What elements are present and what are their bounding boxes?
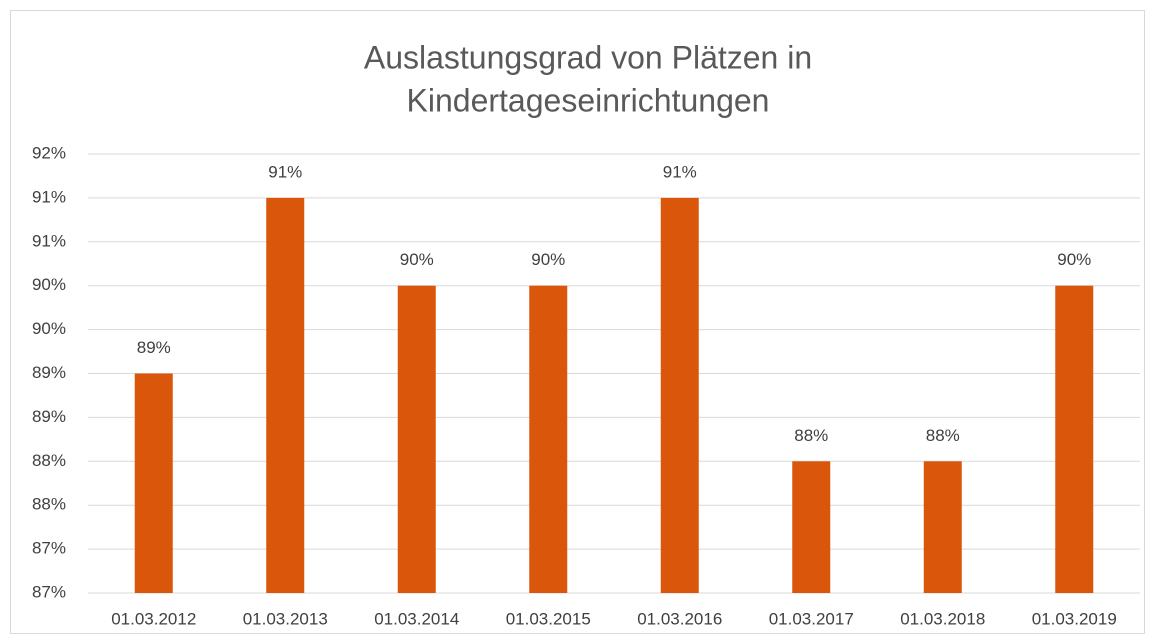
x-tick-label: 01.03.2012 — [111, 609, 196, 628]
x-tick-label: 01.03.2015 — [506, 609, 591, 628]
bar — [792, 461, 831, 593]
data-label: 88% — [926, 426, 960, 445]
data-label: 88% — [794, 426, 828, 445]
y-tick-label: 91% — [32, 187, 66, 206]
data-label: 90% — [1057, 250, 1091, 269]
x-tick-label: 01.03.2018 — [900, 609, 985, 628]
y-tick-label: 88% — [32, 495, 66, 514]
bar — [1055, 285, 1094, 593]
bar — [134, 373, 173, 593]
data-label: 90% — [400, 250, 434, 269]
y-tick-label: 88% — [32, 451, 66, 470]
data-label: 91% — [268, 162, 302, 181]
data-label: 90% — [531, 250, 565, 269]
y-tick-label: 92% — [32, 143, 66, 162]
bar — [266, 197, 305, 593]
y-tick-label: 87% — [32, 582, 66, 601]
chart-title: Kindertageseinrichtungen — [407, 82, 770, 118]
y-tick-label: 90% — [32, 319, 66, 338]
data-label: 91% — [663, 162, 697, 181]
bar — [397, 285, 436, 593]
y-tick-label: 90% — [32, 275, 66, 294]
data-label: 89% — [137, 338, 171, 357]
x-tick-label: 01.03.2013 — [243, 609, 328, 628]
y-tick-label: 91% — [32, 231, 66, 250]
y-tick-label: 89% — [32, 407, 66, 426]
y-tick-label: 89% — [32, 363, 66, 382]
bar — [529, 285, 568, 593]
x-tick-label: 01.03.2017 — [769, 609, 854, 628]
chart-title: Auslastungsgrad von Plätzen in — [364, 39, 812, 75]
bar — [923, 461, 962, 593]
x-tick-label: 01.03.2016 — [637, 609, 722, 628]
bar — [660, 197, 699, 593]
x-tick-label: 01.03.2019 — [1032, 609, 1117, 628]
y-tick-label: 87% — [32, 539, 66, 558]
x-tick-label: 01.03.2014 — [374, 609, 459, 628]
